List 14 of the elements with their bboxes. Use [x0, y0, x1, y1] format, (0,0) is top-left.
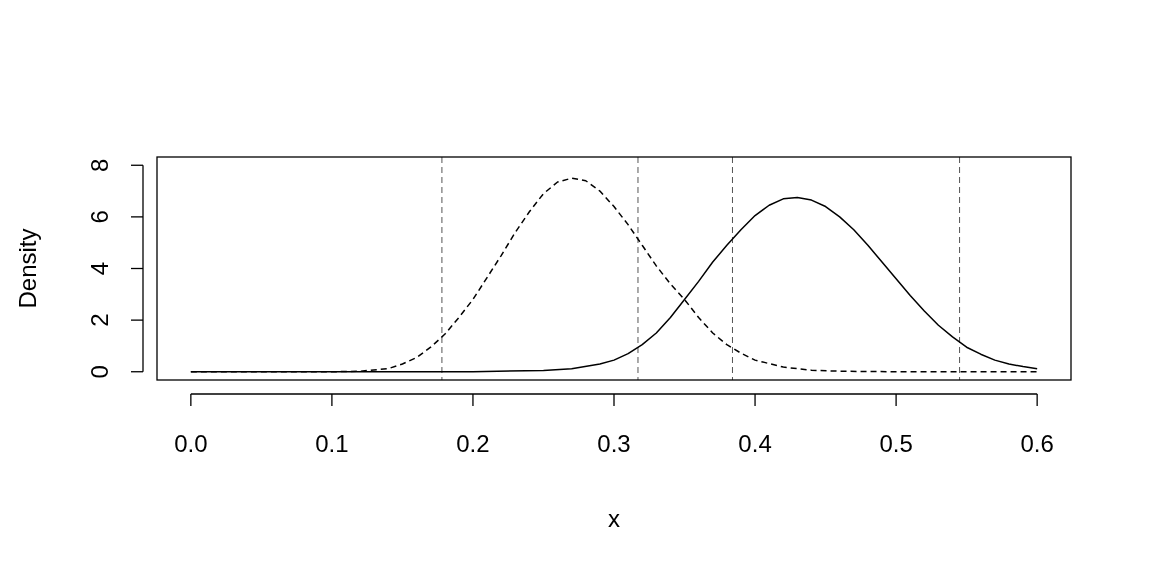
- x-tick-label: 0.2: [456, 430, 490, 457]
- x-tick-label: 0.1: [315, 430, 349, 457]
- x-tick-label: 0.4: [738, 430, 772, 457]
- x-tick-label: 0.5: [879, 430, 913, 457]
- y-tick-label: 8: [86, 158, 113, 172]
- y-tick-label: 4: [86, 261, 113, 276]
- y-tick-label: 2: [86, 313, 113, 327]
- x-tick-label: 0.3: [597, 430, 631, 457]
- y-tick-label: 0: [86, 365, 113, 379]
- y-tick-label: 6: [86, 210, 113, 224]
- x-tick-label: 0.0: [174, 430, 208, 457]
- x-axis-title: x: [608, 505, 620, 532]
- x-tick-label: 0.6: [1020, 430, 1054, 457]
- y-axis-title: Density: [14, 228, 41, 309]
